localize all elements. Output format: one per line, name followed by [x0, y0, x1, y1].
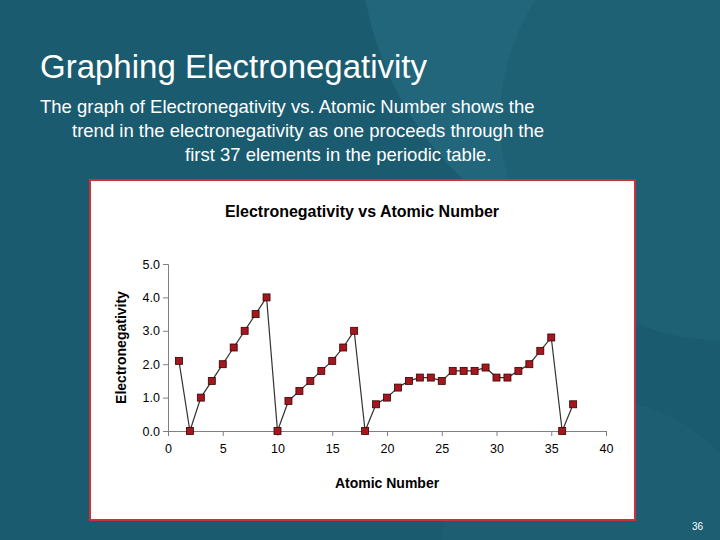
y-tick: 1.0 [143, 391, 168, 405]
data-point [230, 344, 237, 351]
y-axis-line [163, 265, 169, 432]
y-tick: 3.0 [143, 324, 168, 338]
y-tick-label: 4.0 [143, 291, 160, 305]
data-point [219, 361, 226, 368]
data-point [351, 327, 358, 334]
x-tick-label: 40 [600, 442, 614, 456]
x-tick-mark [332, 431, 333, 436]
y-tick-label: 0.0 [143, 425, 160, 439]
data-point [515, 367, 522, 374]
x-axis-title: Atomic Number [335, 475, 440, 491]
chart-title: Electronegativity vs Atomic Number [225, 203, 499, 220]
data-point [285, 397, 292, 404]
x-tick: 15 [326, 431, 340, 456]
data-point [274, 428, 281, 435]
data-point [175, 357, 182, 364]
data-point [504, 374, 511, 381]
data-point [570, 401, 577, 408]
data-point [394, 384, 401, 391]
x-tick-mark [497, 431, 498, 436]
data-point [482, 364, 489, 371]
y-tick-mark [163, 431, 168, 432]
x-tick-mark [168, 431, 169, 436]
x-tick: 0 [165, 431, 172, 456]
x-tick-label: 30 [490, 442, 504, 456]
data-point [252, 311, 259, 318]
data-point [537, 347, 544, 354]
body-text: trend in the electronegativity as one pr… [72, 120, 544, 141]
data-point [362, 428, 369, 435]
y-tick-label: 2.0 [143, 358, 160, 372]
x-tick-mark [551, 431, 552, 436]
x-tick-label: 10 [271, 442, 285, 456]
data-point [460, 367, 467, 374]
data-point [340, 344, 347, 351]
data-point [427, 374, 434, 381]
page-number: 36 [692, 521, 704, 532]
y-tick-label: 1.0 [143, 391, 160, 405]
x-tick-mark [387, 431, 388, 436]
x-tick-label: 20 [381, 442, 395, 456]
x-axis: 0 5 10 15 20 25 30 35 40 [165, 431, 613, 456]
x-tick-label: 15 [326, 442, 340, 456]
data-point [405, 377, 412, 384]
body-text: first 37 elements in the periodic table. [185, 144, 491, 165]
data-point [559, 428, 566, 435]
y-tick-label: 5.0 [143, 258, 160, 272]
x-tick-mark [442, 431, 443, 436]
data-point [471, 367, 478, 374]
data-point [318, 367, 325, 374]
x-tick: 35 [545, 431, 559, 456]
slide-title: Graphing Electronegativity [40, 48, 428, 85]
y-tick-mark [163, 398, 168, 399]
data-point [241, 327, 248, 334]
x-tick: 30 [490, 431, 504, 456]
data-point [197, 394, 204, 401]
y-tick-mark [163, 264, 168, 265]
data-point [296, 387, 303, 394]
x-tick: 40 [600, 431, 614, 456]
data-point [416, 374, 423, 381]
x-tick: 5 [220, 431, 227, 456]
y-tick: 5.0 [143, 258, 168, 272]
x-tick-mark [606, 431, 607, 436]
data-point [438, 377, 445, 384]
chart-frame [90, 180, 635, 520]
x-tick-label: 0 [165, 442, 172, 456]
x-tick-label: 35 [545, 442, 559, 456]
y-tick-mark [163, 331, 168, 332]
data-line [179, 297, 573, 431]
y-tick: 2.0 [143, 358, 168, 372]
data-point [208, 377, 215, 384]
data-point [307, 377, 314, 384]
x-tick-label: 5 [220, 442, 227, 456]
body-text: The graph of Electronegativity vs. Atomi… [40, 96, 535, 117]
x-axis-line [169, 432, 607, 437]
data-point [493, 374, 500, 381]
y-axis-title: Electronegativity [113, 291, 129, 404]
slide: Graphing Electronegativity The graph of E… [0, 0, 720, 540]
x-tick-mark [223, 431, 224, 436]
data-point [329, 357, 336, 364]
data-point [186, 428, 193, 435]
data-point [384, 394, 391, 401]
y-axis: 0.0 1.0 2.0 3.0 4.0 5.0 [143, 258, 169, 439]
y-tick: 0.0 [143, 425, 168, 439]
x-tick: 20 [381, 431, 395, 456]
y-tick-label: 3.0 [143, 324, 160, 338]
y-tick-mark [163, 297, 168, 298]
data-point [373, 401, 380, 408]
y-tick: 4.0 [143, 291, 168, 305]
x-tick: 25 [435, 431, 449, 456]
data-point [263, 294, 270, 301]
data-point [526, 361, 533, 368]
data-point [548, 334, 555, 341]
plot-area [175, 294, 576, 435]
y-tick-mark [163, 364, 168, 365]
data-point [449, 367, 456, 374]
x-tick-label: 25 [435, 442, 449, 456]
